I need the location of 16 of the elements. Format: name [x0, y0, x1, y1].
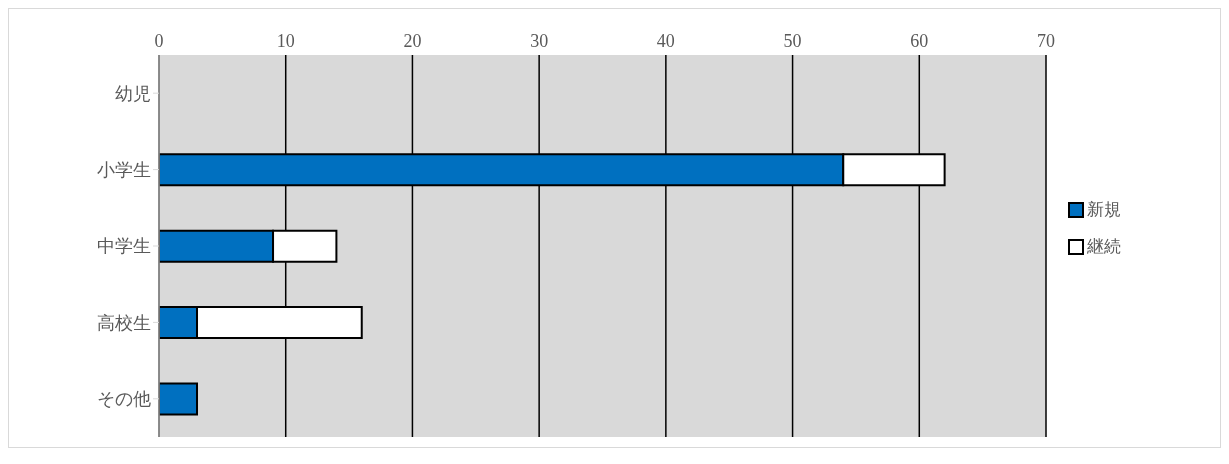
legend-label: 新規 — [1087, 198, 1121, 221]
y-tick-label: 幼児 — [115, 83, 151, 104]
x-tick-label: 70 — [1037, 31, 1055, 51]
x-tick-label: 40 — [656, 31, 675, 51]
y-tick-label: 中学生 — [97, 236, 151, 257]
x-tick-label: 50 — [783, 31, 802, 51]
x-tick-label: 20 — [403, 31, 422, 51]
y-tick-label: 高校生 — [97, 312, 151, 333]
x-tick-label: 30 — [530, 31, 549, 51]
y-tick-label: 小学生 — [97, 159, 151, 180]
legend-label: 継続 — [1087, 235, 1121, 258]
x-tick-label: 0 — [154, 31, 164, 51]
bar — [159, 382, 199, 416]
x-tick-label: 10 — [276, 31, 295, 51]
x-tick-label: 60 — [910, 31, 929, 51]
y-tick-label: その他 — [97, 389, 151, 410]
